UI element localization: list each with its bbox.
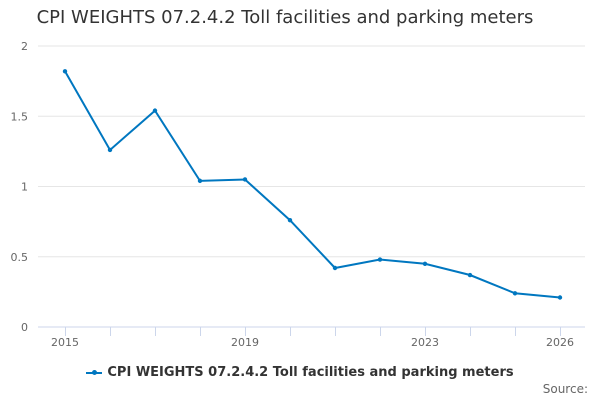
data-point: [62, 69, 68, 74]
legend-swatch: [86, 370, 103, 375]
data-point: [197, 178, 203, 184]
source-label: Source:: [542, 382, 588, 396]
data-point: [107, 147, 113, 153]
data-point: [377, 257, 383, 262]
data-point: [152, 108, 158, 113]
legend-item[interactable]: CPI WEIGHTS 07.2.4.2 Toll facilities and…: [0, 365, 600, 380]
data-point: [512, 291, 518, 296]
data-point: [242, 177, 248, 182]
x-tick-label: 2015: [51, 336, 79, 349]
y-tick-label: 0.5: [11, 251, 29, 264]
x-tick-label: 2019: [231, 336, 259, 349]
legend-label: CPI WEIGHTS 07.2.4.2 Toll facilities and…: [107, 365, 514, 380]
data-point: [467, 272, 473, 278]
y-tick-label: 1.5: [11, 110, 29, 123]
chart-title: CPI WEIGHTS 07.2.4.2 Toll facilities and…: [36, 7, 534, 28]
y-tick-label: 0: [21, 321, 28, 334]
data-point: [287, 218, 293, 223]
x-tick-label: 2023: [411, 336, 439, 349]
data-point: [422, 261, 428, 266]
series-line: [64, 70, 561, 299]
data-point: [332, 265, 338, 271]
y-tick-label: 2: [21, 40, 28, 53]
data-point: [557, 295, 563, 300]
y-tick-label: 1: [21, 181, 28, 194]
x-tick-label: 2026: [546, 336, 574, 349]
